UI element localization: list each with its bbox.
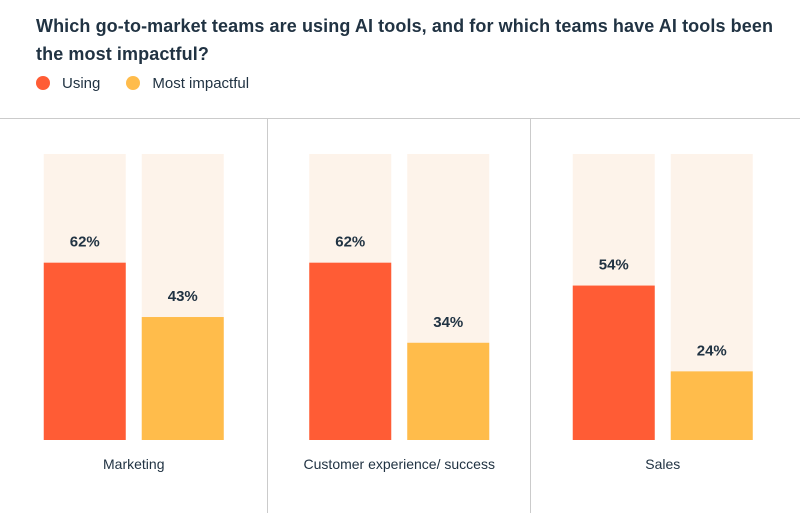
- legend-swatch-most-impactful: [126, 76, 141, 90]
- data-label-most-impactful-marketing: 43%: [168, 288, 198, 305]
- legend: Using Most impactful: [36, 72, 275, 94]
- data-label-using-marketing: 62%: [70, 234, 100, 251]
- bar-most-impactful-sales: [670, 371, 753, 440]
- legend-label-most-impactful: Most impactful: [152, 74, 250, 92]
- category-label-sales: Sales: [645, 456, 680, 472]
- category-label-customer-experience-success: Customer experience/ success: [304, 456, 495, 472]
- bar-most-impactful-customer-experience-success: [407, 342, 490, 440]
- legend-item-most-impactful: Most impactful: [126, 75, 249, 92]
- category-label-marketing: Marketing: [103, 456, 164, 472]
- legend-label-using: Using: [62, 74, 101, 92]
- data-label-most-impactful-customer-experience-success: 34%: [433, 314, 463, 331]
- data-label-using-sales: 54%: [599, 257, 629, 274]
- legend-swatch-using: [36, 76, 50, 90]
- chart-title: Which go-to-market teams are using AI to…: [36, 16, 774, 64]
- legend-item-using: Using: [36, 75, 100, 92]
- bar-most-impactful-marketing: [141, 317, 224, 440]
- bar-using-marketing: [43, 262, 126, 440]
- data-label-most-impactful-sales: 24%: [697, 342, 727, 359]
- bar-using-customer-experience-success: [309, 262, 392, 440]
- bar-using-sales: [572, 285, 655, 440]
- data-label-using-customer-experience-success: 62%: [335, 234, 365, 251]
